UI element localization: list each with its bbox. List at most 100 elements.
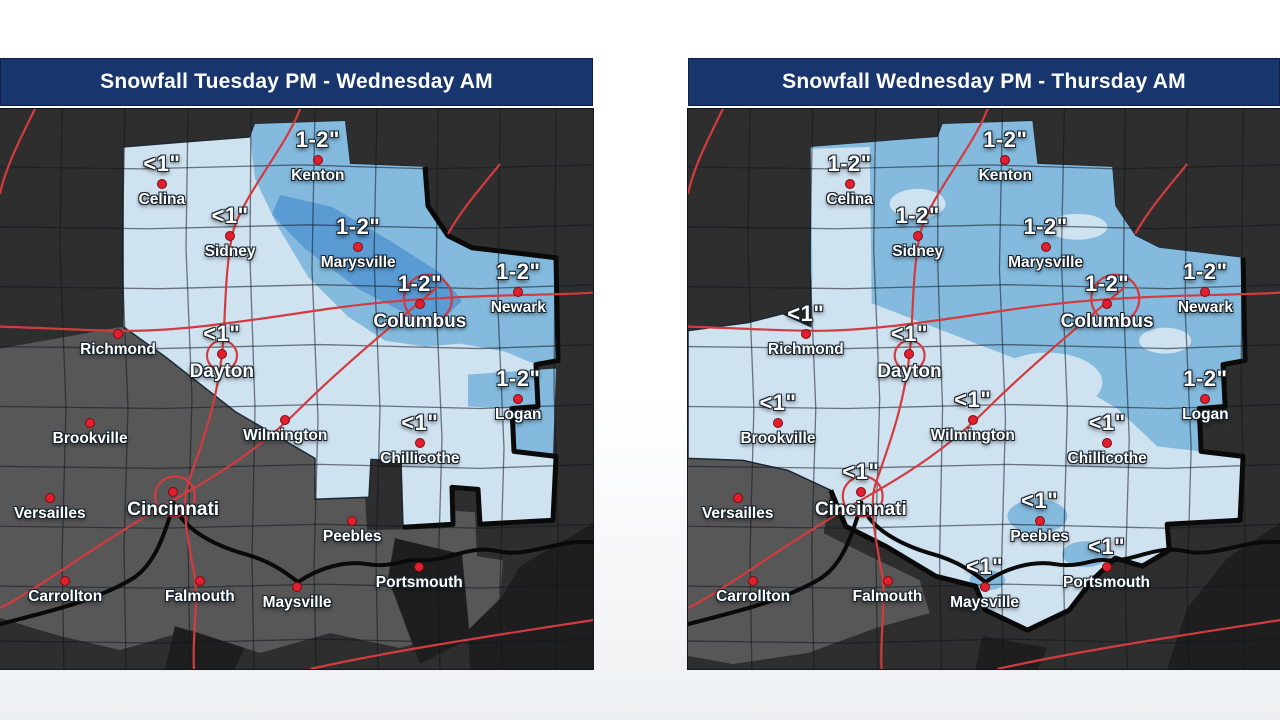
snowfall-value-label: 1-2": [295, 126, 340, 152]
snowfall-value-label: 1-2": [983, 126, 1028, 152]
snowfall-value-label: <1": [759, 390, 797, 416]
city-name-label: Cincinnati: [127, 499, 220, 521]
city-dot: [292, 582, 303, 593]
city-name-label: Columbus: [1060, 310, 1154, 332]
snowfall-value-label: <1": [211, 202, 249, 228]
snow-boundary-line: [828, 257, 1248, 633]
city-dot: [414, 438, 425, 449]
dark-county-patch: [468, 523, 593, 669]
city-dot: [967, 415, 978, 426]
map-graphic: [688, 109, 1280, 669]
city-dot: [732, 493, 743, 504]
city-dot: [513, 286, 524, 297]
snowfall-value-label: <1": [890, 320, 928, 346]
snowfall-value-label: 1-2": [1023, 213, 1068, 239]
city-dot: [280, 415, 291, 426]
snowfall-value-label: 1-2": [1183, 258, 1228, 284]
city-name-label: Wilmington: [243, 427, 328, 445]
city-dot: [904, 348, 915, 359]
panel-header: Snowfall Tuesday PM - Wednesday AM: [0, 58, 593, 106]
snowfall-value-label: <1": [966, 554, 1004, 580]
city-name-label: Wilmington: [930, 427, 1015, 445]
dark-county-patch: [975, 636, 1048, 669]
city-name-label: Peebles: [1010, 528, 1069, 546]
city-dot: [414, 562, 425, 573]
city-dot: [168, 487, 179, 498]
city-name-label: Logan: [1182, 405, 1229, 423]
city-dot: [194, 576, 205, 587]
snowfall-value-label: <1": [1088, 410, 1126, 436]
city-dot: [1200, 393, 1211, 404]
city-dot: [312, 154, 323, 165]
city-name-label: Brookville: [52, 430, 128, 448]
light-patch-celina: [810, 146, 872, 306]
snowfall-value-label: <1": [143, 151, 181, 177]
city-name-label: Celina: [826, 191, 873, 209]
snowfall-value-label: 1-2": [1183, 365, 1228, 391]
city-dot: [1101, 562, 1112, 573]
city-name-label: Logan: [495, 405, 542, 423]
city-name-label: Maysville: [950, 594, 1020, 612]
city-dot: [347, 516, 358, 527]
snowfall-value-label: <1": [787, 300, 825, 326]
snowfall-value-label: 1-2": [496, 365, 541, 391]
panel-title: Snowfall Wednesday PM - Thursday AM: [782, 70, 1186, 93]
county-borders: [688, 109, 1280, 669]
city-dot: [1102, 298, 1113, 309]
city-name-label: Carrollton: [716, 588, 791, 606]
city-dot: [882, 576, 893, 587]
panel-title: Snowfall Tuesday PM - Wednesday AM: [100, 70, 493, 93]
snowfall-value-label: 1-2": [895, 202, 940, 228]
city-label-layer: <1" Celina <1" Sidney 1-2" Kenton 1-2" Marysvil…: [0, 109, 593, 669]
city-name-label: Portsmouth: [1063, 574, 1151, 592]
city-dot: [225, 230, 236, 241]
city-name-label: Chillicothe: [1067, 450, 1147, 468]
snowfall-value-label: <1": [203, 320, 241, 346]
city-name-label: Celina: [138, 191, 186, 209]
panel-header: Snowfall Wednesday PM - Thursday AM: [688, 58, 1280, 106]
city-dot: [1000, 154, 1011, 165]
city-name-label: Dayton: [877, 360, 942, 382]
county-borders: [0, 109, 593, 669]
snowfall-map-wednesday: 1-2" Celina 1-2" Sidney 1-2" Kenton 1-2" Marysv…: [687, 108, 1280, 670]
snow-region-1-2in: [250, 120, 558, 365]
city-name-label: Kenton: [291, 166, 345, 184]
city-dot: [1040, 241, 1051, 252]
snowfall-value-label: 1-2": [827, 151, 872, 177]
highway-lines: [688, 109, 1280, 669]
city-name-label: Maysville: [262, 594, 332, 612]
city-dot: [113, 328, 123, 339]
snowfall-value-label: <1": [842, 459, 880, 485]
city-dot: [85, 418, 96, 429]
city-dot: [912, 230, 923, 241]
city-name-label: Versailles: [14, 505, 86, 523]
light-patch: [1139, 327, 1192, 354]
city-dot: [44, 493, 55, 504]
city-name-label: Sidney: [204, 242, 256, 260]
city-name-label: Falmouth: [852, 588, 923, 606]
city-name-label: Falmouth: [164, 588, 235, 606]
city-name-label: Marysville: [1008, 253, 1084, 271]
city-name-label: Columbus: [373, 310, 467, 332]
snowfall-value-label: <1": [1088, 534, 1126, 560]
snowfall-value-label: <1": [401, 410, 439, 436]
city-dot: [414, 298, 425, 309]
city-name-label: Dayton: [189, 360, 254, 382]
city-name-label: Newark: [1177, 298, 1233, 316]
city-name-label: Cincinnati: [814, 499, 907, 521]
snowfall-value-label: 1-2": [397, 270, 442, 296]
dark-county-patch: [388, 538, 470, 665]
dark-county-patch: [165, 626, 245, 669]
panel-wednesday-thursday: Snowfall Wednesday PM - Thursday AM: [687, 58, 1280, 670]
city-name-label: Sidney: [892, 242, 944, 260]
city-name-label: Newark: [490, 298, 546, 316]
snow-boundary-line: [402, 166, 561, 530]
no-snow-gray-region: [688, 458, 930, 665]
city-name-label: Richmond: [80, 340, 156, 358]
snowfall-value-label: 1-2": [496, 258, 541, 284]
city-dot: [353, 241, 364, 252]
city-name-label: Carrollton: [28, 588, 103, 606]
snowfall-value-label: <1": [1021, 488, 1059, 514]
city-dot: [979, 582, 990, 593]
light-patch: [992, 352, 1103, 413]
